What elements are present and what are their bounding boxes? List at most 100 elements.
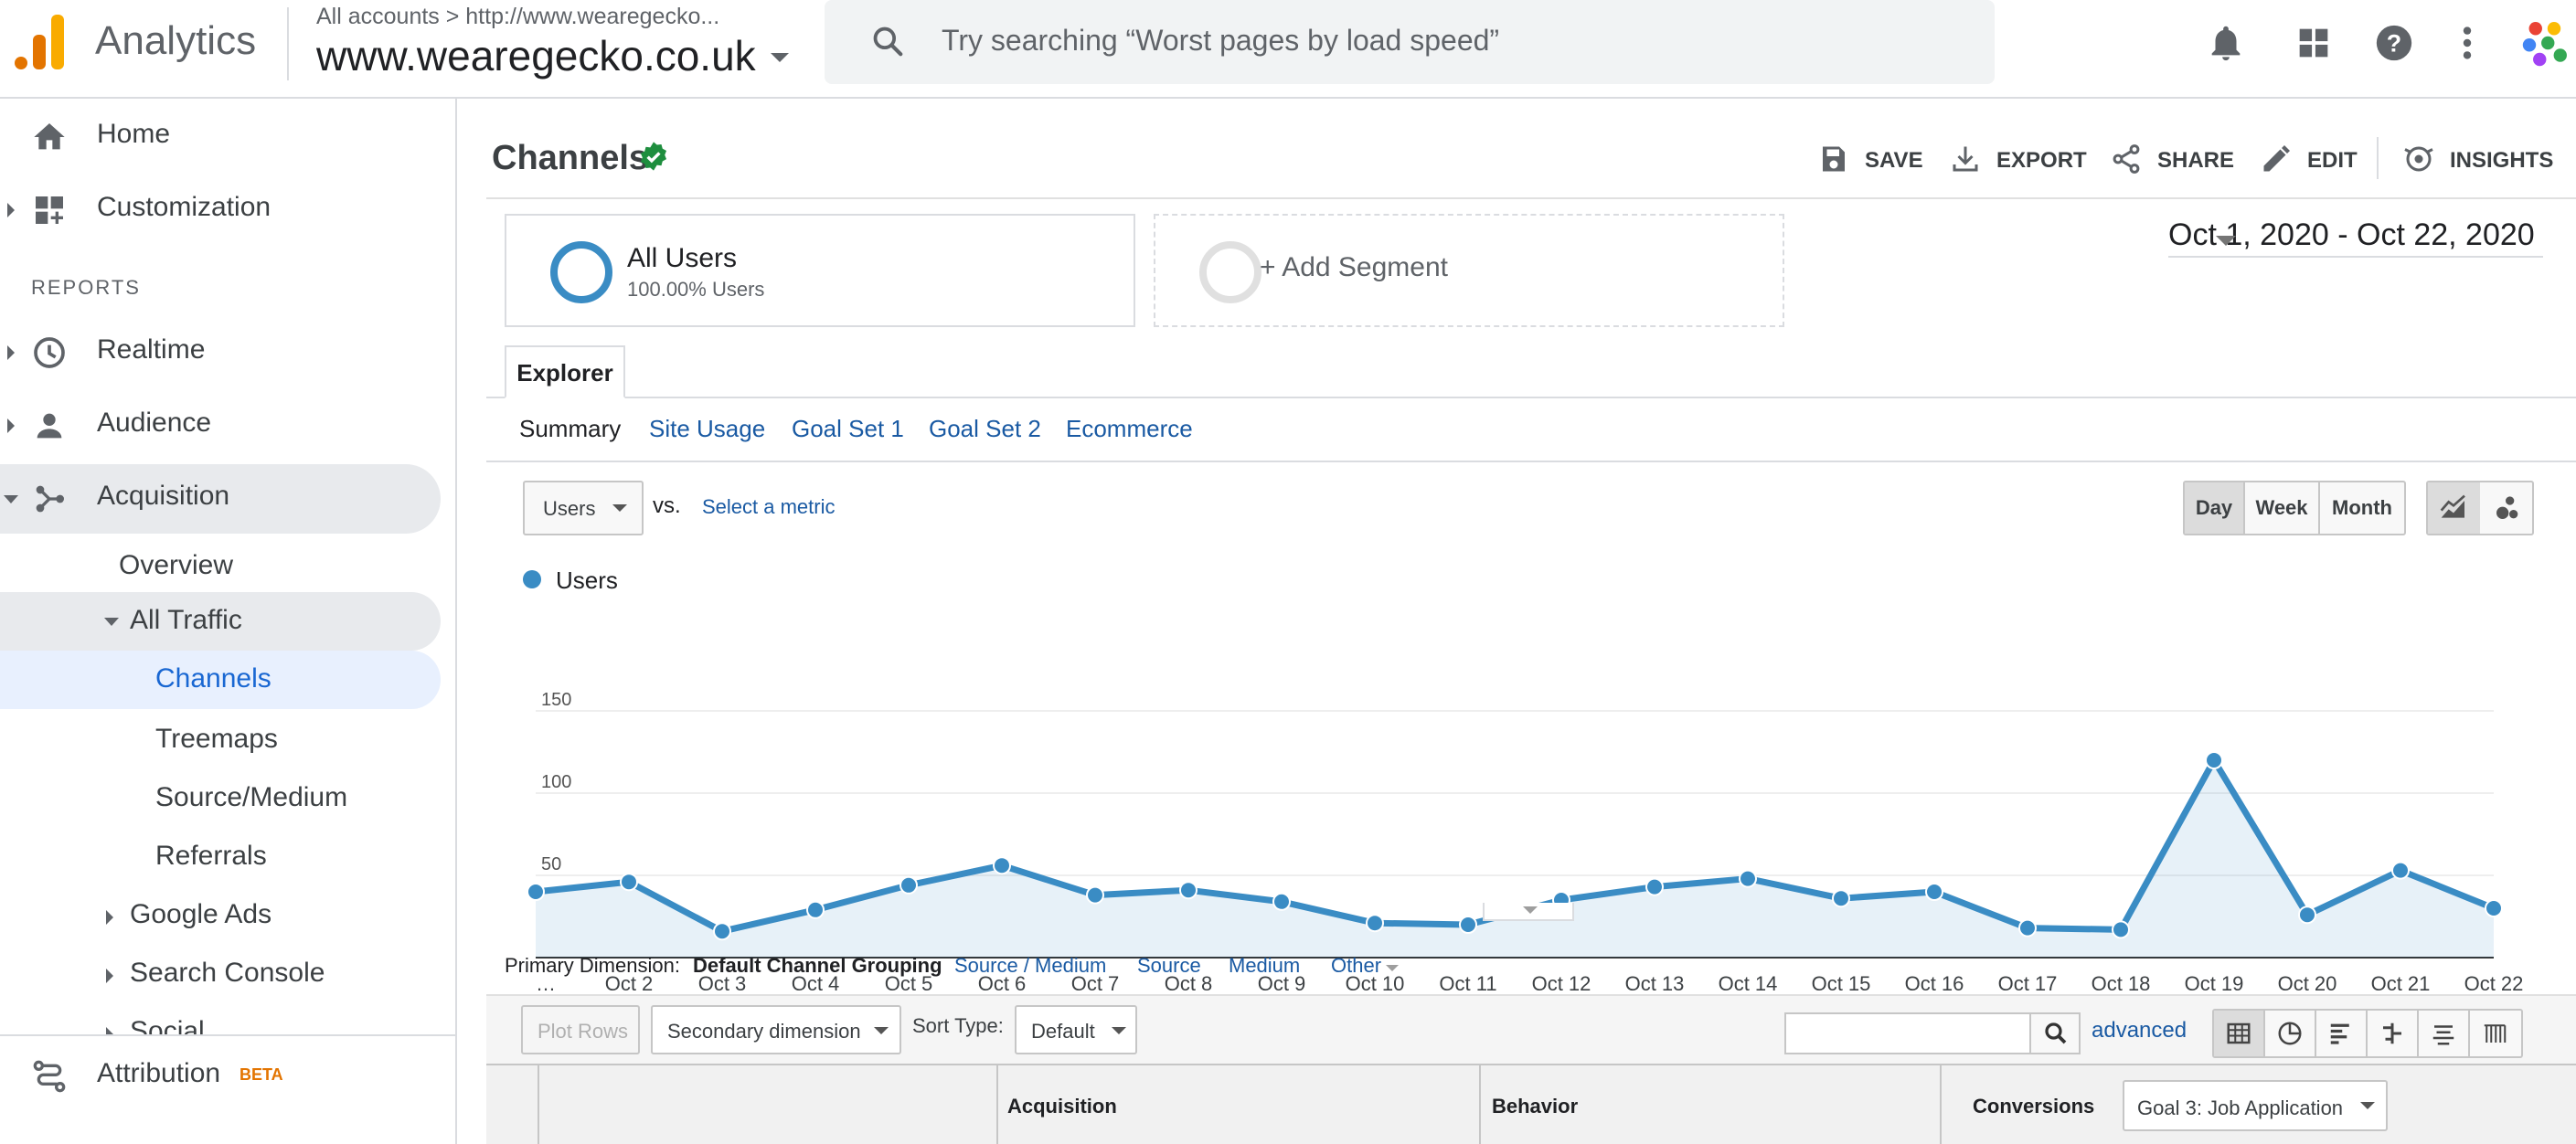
chevron-down-icon[interactable] [771, 53, 789, 62]
search-bar[interactable]: Try searching “Worst pages by load speed… [825, 0, 1995, 84]
data-point [527, 883, 545, 901]
table-search-button[interactable] [2029, 1012, 2081, 1054]
expand-arrow-icon[interactable] [106, 969, 113, 983]
dimension-source[interactable]: Source [1137, 954, 1201, 977]
collapse-arrow-icon[interactable] [4, 495, 18, 503]
term-cloud-view-button[interactable] [2419, 1011, 2470, 1056]
tab-explorer[interactable]: Explorer [505, 345, 625, 398]
data-table-view-button[interactable] [2214, 1011, 2265, 1056]
grid-table-icon [2227, 1022, 2251, 1044]
sidebar-item-label: Realtime [97, 334, 206, 365]
sidebar-item-source-medium[interactable]: Source/Medium [155, 782, 348, 812]
account-selector[interactable]: www.wearegecko.co.uk [316, 32, 756, 79]
x-tick-label: Oct 13 [1625, 972, 1685, 995]
sidebar-item-home[interactable]: Home [0, 102, 441, 172]
sort-type-label: Sort Type: [912, 1014, 1004, 1037]
metric-value: Users [543, 497, 596, 520]
subtab-site-usage[interactable]: Site Usage [649, 415, 766, 442]
chevron-down-icon[interactable] [2216, 236, 2236, 246]
expand-arrow-icon[interactable] [7, 203, 15, 217]
search-placeholder[interactable]: Try searching “Worst pages by load speed… [942, 24, 1500, 57]
sidebar-item-google-ads[interactable]: Google Ads [0, 888, 441, 947]
metric-dropdown[interactable]: Users [523, 481, 644, 535]
help-icon[interactable]: ? [2373, 22, 2415, 64]
chevron-down-icon [874, 1027, 889, 1034]
add-segment-button[interactable]: + Add Segment [1154, 214, 1784, 327]
divider [486, 397, 2576, 398]
sidebar-item-audience[interactable]: Audience [0, 391, 441, 461]
sidebar-item-label: All Traffic [130, 605, 242, 635]
sidebar-item-treemaps[interactable]: Treemaps [155, 724, 278, 754]
toolbar-divider [2377, 137, 2379, 179]
account-breadcrumb[interactable]: All accounts > http://www.wearegecko... [316, 4, 720, 29]
x-tick-label: Oct 6 [978, 972, 1027, 995]
chevron-down-icon [612, 504, 627, 512]
dimension-source-medium[interactable]: Source / Medium [954, 954, 1107, 977]
day-button[interactable]: Day [2185, 482, 2245, 534]
notifications-bell-icon[interactable] [2205, 22, 2247, 64]
insights-icon [2404, 146, 2433, 172]
sidebar-item-acquisition[interactable]: Acquisition [0, 464, 441, 534]
edit-label: EDIT [2307, 148, 2358, 173]
data-point [2298, 906, 2316, 925]
app-name: Analytics [95, 18, 257, 63]
sidebar-item-search-console[interactable]: Search Console [0, 947, 441, 1005]
pivot-view-button[interactable] [2470, 1011, 2521, 1056]
dimension-other[interactable]: Other [1331, 954, 1382, 977]
goal-dropdown[interactable]: Goal 3: Job Application [2123, 1080, 2388, 1131]
month-button[interactable]: Month [2332, 496, 2392, 519]
subtab-ecommerce[interactable]: Ecommerce [1066, 415, 1193, 442]
analytics-logo-icon[interactable] [13, 13, 66, 69]
chevron-down-icon[interactable] [1386, 965, 1399, 971]
x-tick-label: Oct 5 [885, 972, 933, 995]
account-avatar-icon[interactable] [2521, 18, 2571, 68]
motion-chart-button[interactable] [2482, 482, 2534, 534]
sidebar-item-attribution[interactable]: Attribution BETA [0, 1042, 441, 1111]
sort-type-dropdown[interactable]: Default [1015, 1005, 1137, 1054]
comparison-view-button[interactable] [2368, 1011, 2419, 1056]
sidebar-item-customization[interactable]: Customization [0, 175, 441, 245]
sidebar-item-overview[interactable]: Overview [119, 550, 234, 580]
data-point [620, 873, 638, 892]
subtab-summary[interactable]: Summary [519, 415, 622, 442]
expand-arrow-icon[interactable] [106, 910, 113, 925]
dimension-default-channel-grouping[interactable]: Default Channel Grouping [693, 954, 942, 977]
expand-arrow-icon[interactable] [7, 418, 15, 433]
x-tick-label: Oct 21 [2371, 972, 2431, 995]
x-tick-label: Oct 22 [2464, 972, 2524, 995]
data-point [713, 922, 731, 941]
sidebar-item-realtime[interactable]: Realtime [0, 318, 441, 387]
line-chart-button[interactable] [2428, 482, 2480, 534]
dimension-medium[interactable]: Medium [1229, 954, 1301, 977]
performance-view-button[interactable] [2316, 1011, 2368, 1056]
data-point [2485, 899, 2503, 917]
home-icon [34, 123, 65, 150]
pie-view-button[interactable] [2265, 1011, 2316, 1056]
chevron-down-icon [1112, 1027, 1126, 1034]
date-range-picker[interactable]: Oct 1, 2020 - Oct 22, 2020 [2168, 217, 2543, 258]
table-filter-input[interactable] [1784, 1012, 2031, 1054]
sidebar-item-channels[interactable]: Channels [0, 651, 441, 709]
secondary-dimension-dropdown[interactable]: Secondary dimension [651, 1005, 901, 1054]
sidebar-item-referrals[interactable]: Referrals [155, 841, 267, 871]
subtab-goal-set-1[interactable]: Goal Set 1 [792, 415, 904, 442]
data-point [1086, 885, 1104, 905]
divider [486, 197, 2576, 199]
expand-arrow-icon[interactable] [7, 345, 15, 360]
collapse-arrow-icon[interactable] [104, 618, 119, 626]
behavior-column-group: Behavior [1492, 1095, 1579, 1118]
chevron-down-icon [1523, 906, 1538, 914]
chart-collapse-handle[interactable] [1483, 903, 1574, 921]
insights-label: INSIGHTS [2450, 148, 2554, 173]
segment-ring-icon [1199, 241, 1261, 303]
week-button[interactable]: Week [2245, 482, 2320, 534]
plot-rows-button[interactable]: Plot Rows [521, 1005, 640, 1054]
advanced-filter-link[interactable]: advanced [2092, 1018, 2187, 1043]
subtab-goal-set-2[interactable]: Goal Set 2 [929, 415, 1041, 442]
apps-grid-icon[interactable] [2293, 22, 2335, 64]
share-label: SHARE [2157, 148, 2235, 173]
segment-all-users[interactable]: All Users 100.00% Users [505, 214, 1135, 327]
more-vert-icon[interactable] [2446, 22, 2488, 64]
select-metric-link[interactable]: Select a metric [702, 495, 836, 518]
sidebar-item-all-traffic[interactable]: All Traffic [0, 592, 441, 651]
